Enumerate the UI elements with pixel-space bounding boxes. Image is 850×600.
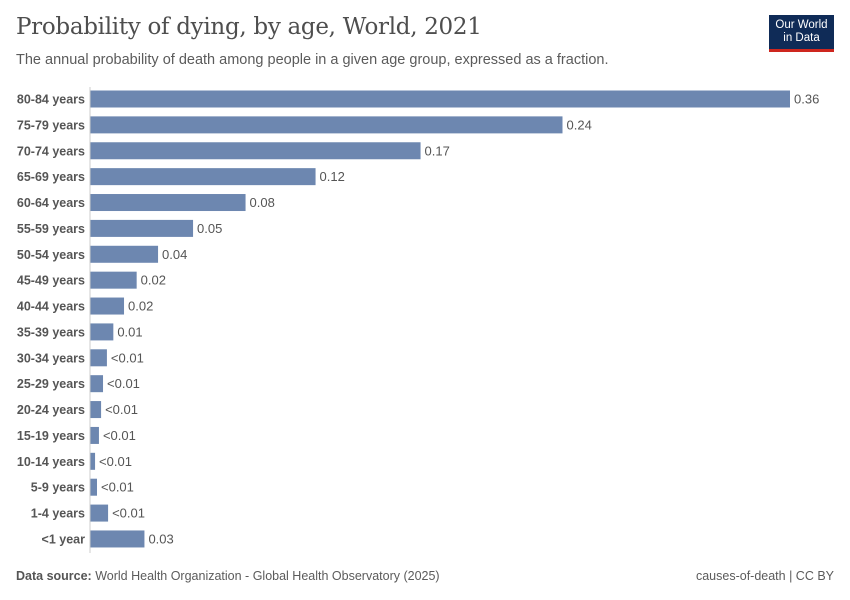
- value-label: <0.01: [105, 402, 138, 417]
- bar[interactable]: [90, 194, 246, 212]
- chart-title: Probability of dying, by age, World, 202…: [16, 14, 482, 40]
- bar[interactable]: [90, 271, 137, 289]
- footer-license[interactable]: causes-of-death | CC BY: [695, 569, 834, 583]
- bar[interactable]: [90, 219, 194, 237]
- category-label: 5-9 years: [31, 481, 85, 495]
- category-label: <1 year: [42, 532, 86, 546]
- value-label: 0.01: [117, 324, 142, 339]
- value-label: <0.01: [103, 428, 136, 443]
- bar[interactable]: [90, 323, 114, 341]
- chart-subtitle: The annual probability of death among pe…: [16, 52, 609, 68]
- category-label: 60-64 years: [17, 196, 85, 210]
- bar[interactable]: [90, 245, 159, 263]
- value-label: 0.17: [425, 143, 450, 158]
- bar[interactable]: [90, 452, 96, 470]
- value-label: <0.01: [99, 454, 132, 469]
- value-label: <0.01: [107, 376, 140, 391]
- value-label: <0.01: [111, 350, 144, 365]
- category-label: 70-74 years: [17, 144, 85, 158]
- bar[interactable]: [90, 168, 316, 186]
- value-label: 0.36: [794, 92, 819, 107]
- bar[interactable]: [90, 349, 107, 367]
- data-source: Data source: World Health Organization -…: [16, 569, 440, 583]
- value-label: <0.01: [101, 480, 134, 495]
- owid-logo[interactable]: Our World in Data: [769, 15, 834, 52]
- category-label: 65-69 years: [17, 170, 85, 184]
- bar[interactable]: [90, 504, 109, 522]
- category-label: 80-84 years: [17, 93, 85, 107]
- bar[interactable]: [90, 401, 102, 419]
- category-label: 10-14 years: [17, 455, 85, 469]
- value-label: 0.04: [162, 247, 187, 262]
- data-source-label: Data source:: [16, 569, 92, 583]
- value-label: 0.05: [197, 221, 222, 236]
- category-label: 20-24 years: [17, 403, 85, 417]
- bar[interactable]: [90, 142, 421, 160]
- category-label: 35-39 years: [17, 325, 85, 339]
- category-label: 1-4 years: [31, 507, 85, 521]
- bar[interactable]: [90, 116, 563, 134]
- category-label: 55-59 years: [17, 222, 85, 236]
- category-label: 75-79 years: [17, 118, 85, 132]
- category-label: 25-29 years: [17, 377, 85, 391]
- category-label: 50-54 years: [17, 248, 85, 262]
- bar[interactable]: [90, 478, 97, 496]
- value-label: 0.02: [141, 273, 166, 288]
- value-label: 0.02: [128, 299, 153, 314]
- bar[interactable]: [90, 375, 104, 393]
- category-label: 15-19 years: [17, 429, 85, 443]
- value-label: 0.03: [148, 531, 173, 546]
- bar[interactable]: [90, 426, 99, 444]
- category-label: 45-49 years: [17, 274, 85, 288]
- data-source-text[interactable]: World Health Organization - Global Healt…: [95, 569, 440, 583]
- bar[interactable]: [90, 90, 790, 108]
- value-label: 0.12: [320, 169, 345, 184]
- logo-line-1: Our World: [775, 19, 828, 31]
- category-label: 40-44 years: [17, 300, 85, 314]
- value-label: <0.01: [112, 506, 145, 521]
- value-label: 0.24: [567, 117, 592, 132]
- bar[interactable]: [90, 297, 125, 315]
- value-label: 0.08: [250, 195, 275, 210]
- bar[interactable]: [90, 530, 145, 548]
- category-label: 30-34 years: [17, 351, 85, 365]
- logo-line-2: in Data: [783, 32, 820, 44]
